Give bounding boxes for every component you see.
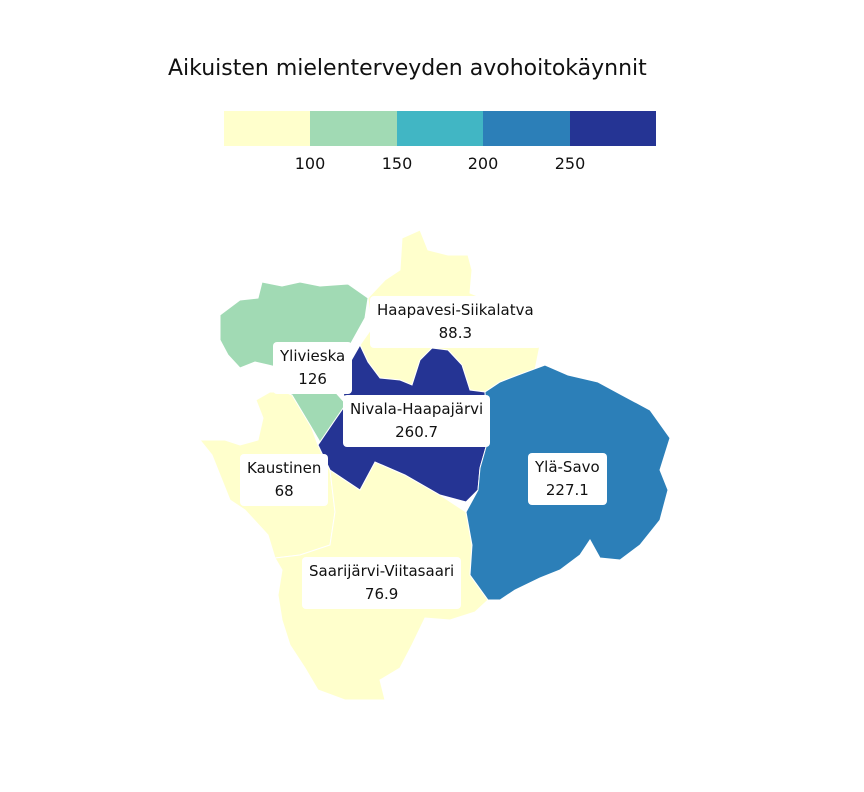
region-value: 126	[298, 370, 327, 388]
region-name: Kaustinen	[247, 459, 322, 477]
legend-tick: 200	[467, 154, 499, 173]
map-title: Aikuisten mielenterveyden avohoitokäynni…	[168, 56, 647, 81]
legend-swatch-3	[396, 111, 484, 146]
legend-swatch-2	[310, 111, 397, 146]
region-value: 260.7	[395, 423, 439, 441]
legend-tick-labels: 100 150 200 250	[224, 154, 656, 174]
label-yla-savo: Ylä-Savo 227.1	[528, 453, 607, 505]
color-legend	[224, 111, 657, 146]
region-value: 76.9	[364, 585, 399, 603]
legend-swatch-5	[569, 111, 657, 146]
region-value: 227.1	[545, 481, 589, 499]
region-name: Haapavesi-Siikalatva	[377, 301, 534, 319]
label-nivala-haapajarvi: Nivala-Haapajärvi 260.7	[343, 395, 491, 447]
label-kaustinen: Kaustinen 68	[240, 454, 329, 506]
label-ylivieska: Ylivieska 126	[273, 342, 353, 394]
label-saarijarvi-viitasaari: Saarijärvi-Viitasaari 76.9	[302, 557, 462, 609]
region-name: Ylivieska	[280, 347, 346, 365]
legend-swatch-4	[483, 111, 570, 146]
region-name: Saarijärvi-Viitasaari	[309, 562, 455, 580]
region-name: Nivala-Haapajärvi	[350, 400, 484, 418]
legend-tick: 150	[381, 154, 413, 173]
region-value: 68	[274, 482, 294, 500]
label-haapavesi-siikalatva: Haapavesi-Siikalatva 88.3	[370, 296, 541, 348]
legend-swatch-1	[224, 111, 311, 146]
legend-tick: 100	[294, 154, 326, 173]
region-value: 88.3	[438, 324, 473, 342]
legend-tick: 250	[554, 154, 586, 173]
region-name: Ylä-Savo	[535, 458, 600, 476]
